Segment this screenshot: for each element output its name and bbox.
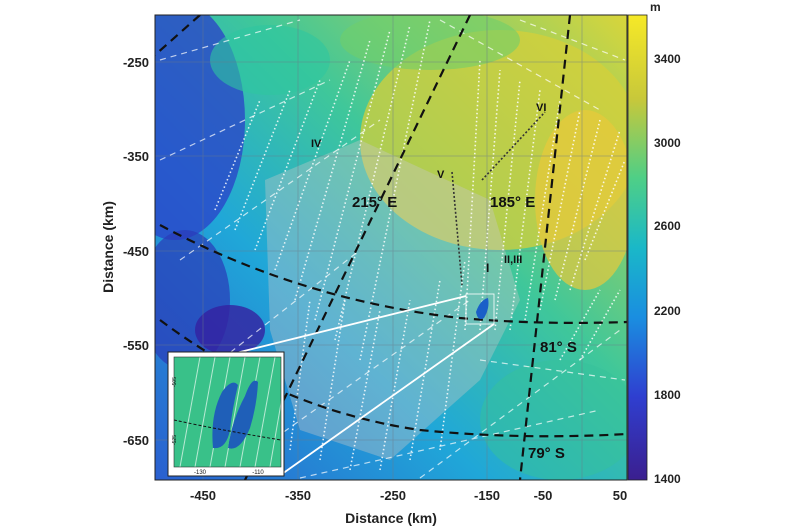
colorbar-tick: 1800 [654,388,681,402]
colorbar-tick: 1400 [654,472,681,486]
inset-lake-east [228,380,258,449]
inset-callout-line-bottom [281,323,495,475]
y-tick-label: -450 [123,244,149,259]
x-tick-label: -450 [190,488,216,503]
lon-line-215 [244,15,471,480]
mid-elevation-northwest [210,25,330,95]
label-lat-81: 81° S [540,339,577,356]
x-axis-label: Distance (km) [345,510,437,526]
profile-lines [451,111,546,286]
inset-callout-line-top [231,295,467,355]
plot-frame [154,14,628,481]
lat-line-79 [159,319,627,438]
inset-xtick-2: -110 [252,470,264,476]
radar-tracks-dotted [214,19,626,471]
mid-elevation-north [340,15,520,70]
y-axis: -250 -350 -450 -550 -650 Distance (km) [100,55,149,448]
label-site-IV: IV [311,138,322,150]
graticule [155,15,627,480]
colorbar-tick: 3400 [654,52,681,66]
lon-line-185 [518,15,572,480]
label-site-I: I [486,261,489,275]
profile-V [451,171,463,286]
high-elevation-east [535,110,627,290]
x-tick-label: 50 [613,488,627,503]
grid-lines [155,15,627,480]
y-tick-label: -550 [123,338,149,353]
inset-ytick-2: -525 [172,435,178,445]
profile-VI [481,111,546,181]
x-tick-label: -350 [285,488,311,503]
label-site-II-III: II,III [504,254,522,266]
label-lat-79: 79° S [528,445,565,462]
map-labels: 215° E 185° E 81° S 79° S I II,III IV V … [311,102,577,462]
label-lon-185: 185° E [490,194,535,211]
inset-map: -130 -110 -505 -525 [167,351,285,477]
y-axis-label: Distance (km) [100,201,116,293]
x-tick-label: -50 [534,488,553,503]
mid-elevation-southeast [480,360,627,480]
label-site-V: V [437,169,445,181]
map-plot-area: 215° E 185° E 81° S 79° S I II,III IV V … [155,15,627,480]
lon-line-west [155,15,201,56]
x-tick-label: -150 [474,488,500,503]
colorbar-tick: 3000 [654,136,681,150]
y-tick-label: -350 [123,149,149,164]
colorbar-unit: m [650,0,661,14]
inset-ytick-1: -505 [172,377,178,387]
inset-lat-line [174,419,281,441]
y-tick-label: -250 [123,55,149,70]
x-tick-label: -250 [380,488,406,503]
y-tick-label: -650 [123,433,149,448]
inset-marker-box [465,293,495,325]
colorbar-gradient [627,14,648,481]
label-site-VI: VI [536,102,546,114]
inset-lake-west [212,382,238,449]
x-axis: -450 -350 -250 -150 -50 50 Distance (km) [190,488,627,526]
lowest-elevation-patch [195,305,265,355]
colorbar-tick: 2200 [654,304,681,318]
inset-xtick-1: -130 [194,470,207,476]
label-lon-215: 215° E [352,194,397,211]
subglacial-lake [476,298,489,320]
colorbar: m 3400 3000 2600 2200 1800 1400 [627,0,681,486]
colorbar-tick: 2600 [654,219,681,233]
lat-line-81 [159,224,627,324]
